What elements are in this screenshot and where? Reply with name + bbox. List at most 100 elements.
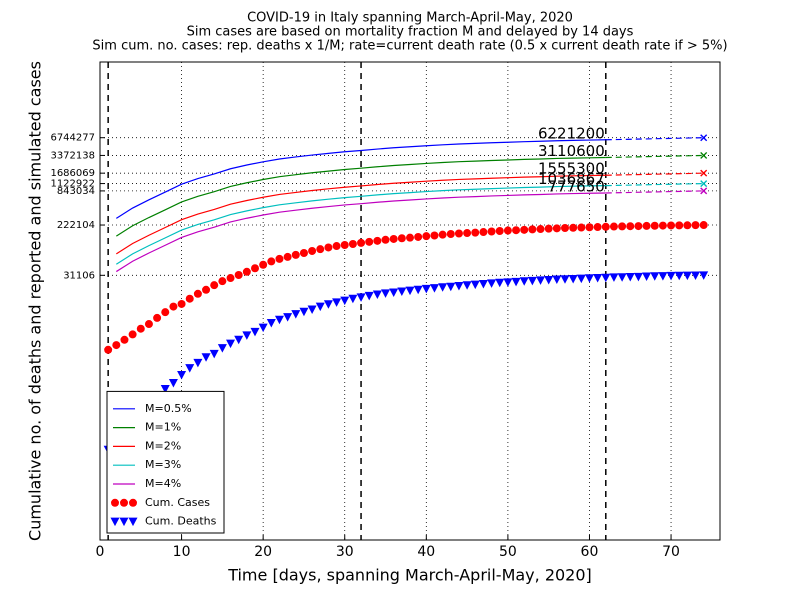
marker — [218, 277, 227, 286]
marker — [699, 221, 708, 230]
marker — [454, 229, 463, 238]
marker — [519, 277, 529, 286]
marker — [104, 345, 113, 354]
marker — [683, 221, 692, 230]
data-label: 6221200 — [538, 124, 605, 142]
marker — [307, 305, 317, 315]
marker — [617, 273, 627, 282]
marker — [503, 278, 513, 287]
marker — [536, 276, 546, 285]
x-tick-label: 10 — [173, 544, 191, 560]
marker — [373, 236, 382, 245]
marker — [372, 290, 382, 300]
marker — [266, 319, 276, 328]
marker — [470, 280, 480, 290]
marker — [414, 232, 423, 241]
marker — [700, 180, 708, 188]
marker — [308, 246, 317, 255]
marker — [324, 243, 333, 252]
marker — [601, 273, 611, 283]
chart-title: Sim cases are based on mortality fractio… — [187, 25, 634, 40]
marker — [291, 310, 301, 319]
marker — [528, 225, 537, 234]
marker — [357, 238, 366, 247]
x-tick-label: 60 — [581, 544, 599, 560]
marker — [584, 274, 594, 283]
marker — [560, 275, 570, 284]
data-label: 3110600 — [538, 142, 605, 160]
marker — [332, 242, 341, 251]
marker — [430, 231, 439, 240]
plot-area — [103, 134, 709, 455]
marker — [593, 274, 603, 283]
marker — [348, 294, 358, 304]
marker — [625, 273, 635, 282]
marker — [119, 517, 129, 527]
marker — [487, 279, 497, 288]
marker — [120, 335, 129, 344]
series-line — [115, 174, 606, 255]
marker — [210, 281, 219, 290]
y-tick-label: 3372138 — [50, 150, 95, 161]
marker — [650, 221, 659, 230]
marker — [446, 230, 455, 239]
marker — [274, 315, 284, 325]
marker — [561, 224, 569, 233]
marker — [169, 302, 178, 311]
marker — [700, 151, 708, 159]
marker — [110, 517, 120, 527]
marker — [634, 222, 643, 231]
marker — [405, 286, 415, 296]
marker — [111, 498, 119, 507]
marker — [242, 331, 252, 340]
marker — [503, 226, 512, 235]
y-tick-label: 1686069 — [50, 168, 95, 179]
marker — [177, 371, 187, 380]
marker — [609, 273, 619, 282]
marker — [153, 313, 162, 322]
marker — [365, 237, 374, 246]
marker — [201, 353, 211, 362]
marker — [234, 335, 244, 345]
marker — [267, 257, 276, 266]
plot-frame — [99, 61, 721, 541]
marker — [700, 187, 708, 195]
marker — [667, 221, 676, 230]
marker — [463, 229, 472, 238]
marker — [291, 250, 300, 259]
marker — [626, 222, 635, 231]
series-line — [115, 192, 606, 273]
marker — [168, 378, 178, 388]
marker — [283, 313, 293, 322]
marker — [128, 330, 137, 339]
projection-line — [605, 154, 704, 159]
marker — [185, 294, 194, 303]
marker — [618, 222, 627, 231]
y-axis-label: Cumulative no. of deaths and reported an… — [26, 61, 45, 541]
x-tick-label: 20 — [254, 544, 272, 560]
marker — [495, 226, 504, 235]
legend-label: M=4% — [145, 477, 181, 490]
marker — [642, 221, 651, 230]
marker — [283, 252, 292, 261]
marker — [136, 324, 145, 333]
marker — [520, 225, 529, 234]
x-tick-label: 50 — [499, 544, 517, 560]
marker — [389, 288, 399, 298]
y-tick-label: 31106 — [63, 270, 95, 281]
marker — [161, 308, 170, 317]
legend-label: Cum. Deaths — [145, 515, 217, 528]
marker — [234, 270, 243, 279]
marker — [666, 271, 676, 281]
marker — [650, 272, 660, 281]
marker — [512, 226, 521, 235]
marker — [406, 233, 414, 242]
marker — [536, 225, 545, 234]
marker — [421, 284, 431, 294]
marker — [120, 498, 128, 507]
marker — [251, 264, 259, 273]
y-tick-label: 222104 — [57, 220, 95, 231]
marker — [128, 517, 138, 527]
projection-line — [605, 190, 704, 194]
